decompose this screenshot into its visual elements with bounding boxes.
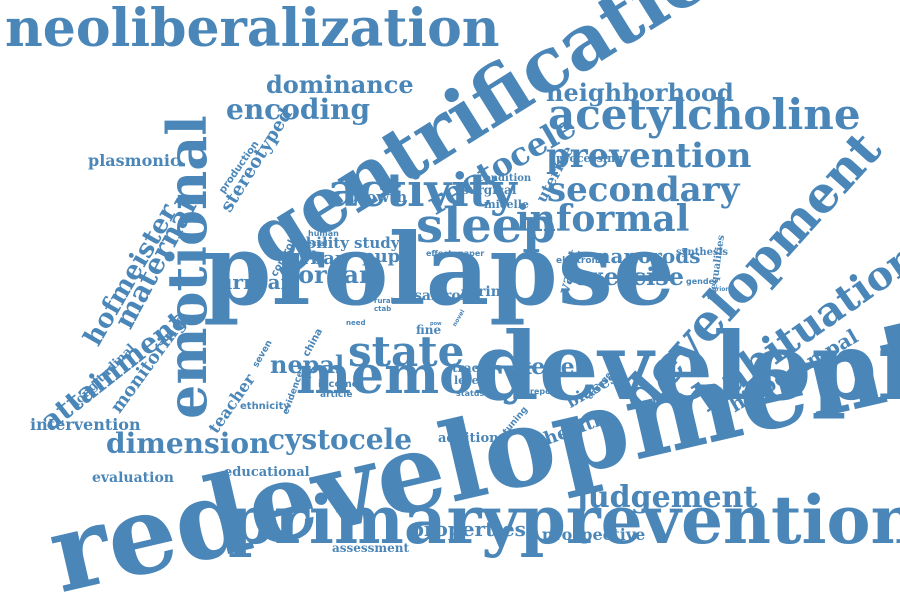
word-rural: rural [374, 297, 394, 306]
word-condition: condition [478, 173, 532, 184]
word-pupil: pupil [362, 245, 414, 267]
word-ring: ring [478, 283, 511, 300]
word-need: need [346, 319, 366, 328]
word-nepal: nepal [270, 349, 345, 379]
word-prior: prior [712, 286, 729, 294]
word-micelle: micelle [484, 198, 529, 212]
word-ability: ability [296, 234, 349, 252]
word-dimension: dimension [106, 426, 270, 460]
word-income: income [318, 379, 359, 390]
word-synthesis: synthesis [676, 247, 729, 258]
word-organ: organ [298, 259, 377, 289]
word-neighborhood: neighborhood [546, 77, 734, 107]
word-cystocele: cystocele [268, 422, 413, 456]
word-nanorods: nanorods [596, 244, 701, 268]
word-effect: effect [426, 248, 452, 258]
word-secondary: secondary [547, 169, 740, 210]
word-addition: addition [438, 430, 499, 446]
word-encoding: encoding [226, 92, 371, 126]
word-urrban: urrban [218, 270, 296, 294]
word-kegel: kegel [516, 354, 583, 381]
word-memory: memory [296, 345, 532, 407]
word-gender: gender [686, 276, 718, 286]
word-prospective: prospective [542, 525, 646, 545]
word-ctab: ctab [374, 305, 392, 314]
word-plasmonic: plasmonic [88, 151, 180, 171]
word-assessment: assessment [332, 541, 410, 556]
word-neoliberalization: neoliberalization [5, 0, 500, 60]
word-judgement: judgement [577, 480, 758, 515]
word-surgical: surgical [462, 183, 517, 198]
word-paper: paper [458, 248, 485, 258]
word-development-big: development [473, 311, 900, 422]
word-exercise: exercise [574, 261, 685, 291]
word-primaryprevention: primaryprevention [228, 481, 900, 560]
word-salt: salt [414, 287, 443, 304]
word-trace: trace [452, 361, 487, 376]
word-intervention: intervention [30, 415, 141, 435]
word-state: state [348, 327, 465, 377]
word-special: special [296, 238, 328, 248]
word-activity: activity [328, 163, 517, 218]
word-level: level [454, 374, 483, 388]
word-role: role [444, 287, 475, 304]
word-acetylcholine: acetylcholine [548, 90, 861, 140]
word-properties: properties [410, 517, 526, 541]
word-pow: pow [430, 321, 442, 327]
word-ethnicity: ethnicity [240, 401, 290, 412]
word-prolapse: prolapse [203, 212, 676, 328]
word-growth: growth [348, 188, 408, 206]
word-study: study [354, 234, 400, 252]
word-electron: electron [556, 255, 598, 266]
word-fine: fine [416, 323, 442, 338]
word-educational: educational [224, 464, 310, 480]
word-prevention: prevention [546, 135, 752, 176]
word-report: report [530, 386, 559, 396]
word-evaluation: evaluation [92, 469, 174, 486]
word-status: status [456, 388, 485, 398]
word-urban: urban [288, 247, 348, 269]
word-informal: informal [516, 198, 690, 241]
word-processing: processing [556, 152, 623, 166]
word-sleep: sleep [416, 197, 556, 254]
word-dominance: dominance [266, 69, 414, 99]
word-article: article [320, 389, 353, 400]
word-human: human [308, 228, 339, 238]
